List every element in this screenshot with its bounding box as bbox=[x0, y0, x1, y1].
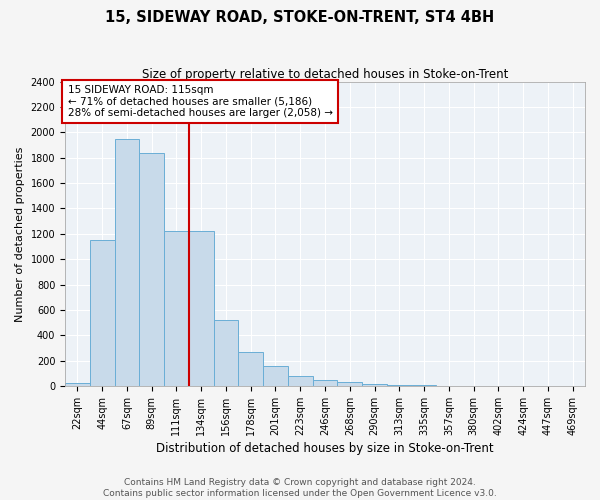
Title: Size of property relative to detached houses in Stoke-on-Trent: Size of property relative to detached ho… bbox=[142, 68, 508, 80]
Bar bbox=[90, 240, 115, 386]
Bar bbox=[288, 376, 313, 386]
Bar bbox=[139, 154, 164, 386]
Bar bbox=[189, 232, 214, 386]
Bar bbox=[115, 138, 139, 386]
Bar bbox=[214, 320, 238, 386]
Bar bbox=[313, 380, 337, 386]
Bar bbox=[263, 366, 288, 386]
Bar bbox=[164, 232, 189, 386]
Text: 15, SIDEWAY ROAD, STOKE-ON-TRENT, ST4 4BH: 15, SIDEWAY ROAD, STOKE-ON-TRENT, ST4 4B… bbox=[106, 10, 494, 25]
X-axis label: Distribution of detached houses by size in Stoke-on-Trent: Distribution of detached houses by size … bbox=[156, 442, 494, 455]
Bar bbox=[362, 384, 387, 386]
Bar bbox=[387, 385, 412, 386]
Text: Contains HM Land Registry data © Crown copyright and database right 2024.
Contai: Contains HM Land Registry data © Crown c… bbox=[103, 478, 497, 498]
Bar bbox=[337, 382, 362, 386]
Text: 15 SIDEWAY ROAD: 115sqm
← 71% of detached houses are smaller (5,186)
28% of semi: 15 SIDEWAY ROAD: 115sqm ← 71% of detache… bbox=[68, 84, 332, 118]
Y-axis label: Number of detached properties: Number of detached properties bbox=[15, 146, 25, 322]
Bar bbox=[65, 383, 90, 386]
Bar bbox=[238, 352, 263, 386]
